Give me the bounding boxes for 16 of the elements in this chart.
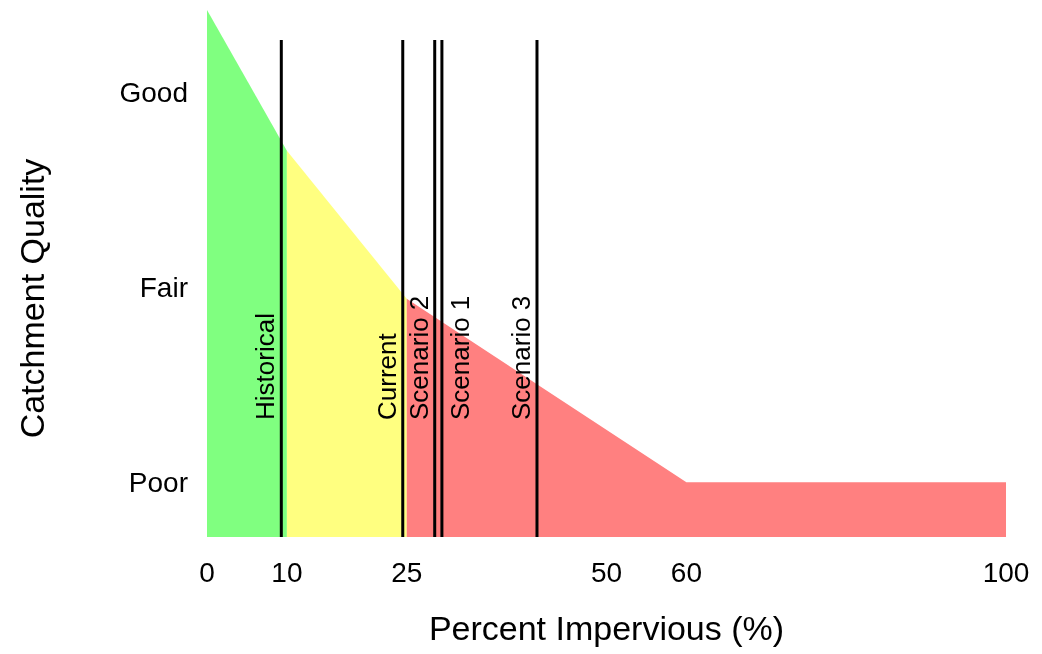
y-axis-title: Catchment Quality [13, 158, 51, 439]
x-axis-title: Percent Impervious (%) [428, 609, 785, 647]
ref-line-label: Scenario 1 [444, 295, 475, 420]
ref-line-label: Scenario 2 [403, 295, 434, 420]
x-tick-label: 25 [391, 557, 423, 588]
x-tick-label: 100 [982, 557, 1030, 588]
x-tick-label: 50 [590, 557, 623, 588]
text: Fair [139, 272, 188, 303]
text: Poor [128, 467, 188, 498]
ref-line-label: Historical [250, 313, 281, 420]
x-tick-label: 0 [199, 557, 215, 588]
x-tick-label: 10 [271, 557, 303, 588]
ref-line-label: Scenario 3 [505, 295, 536, 420]
x-tick-label: 60 [670, 557, 702, 588]
text: Good [119, 77, 188, 108]
ref-line-label: Current [371, 332, 402, 420]
